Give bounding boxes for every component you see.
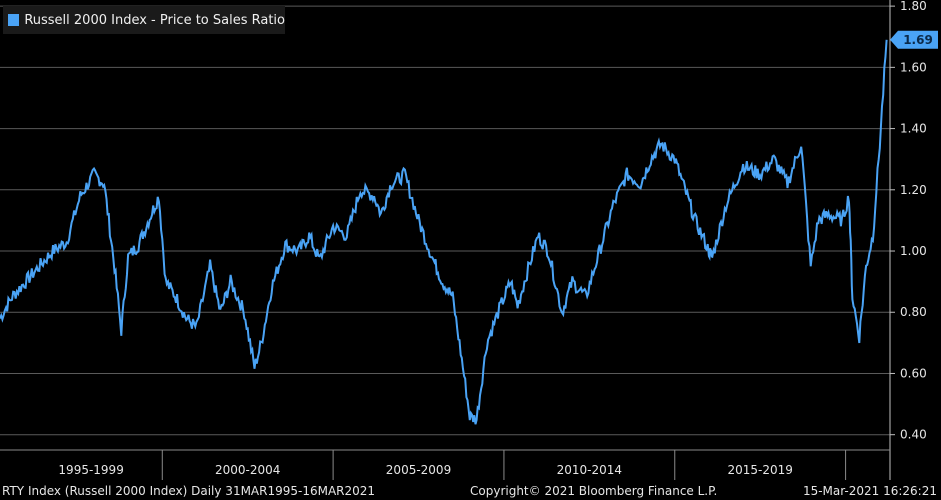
y-tick-label-7: 1.80	[900, 0, 927, 13]
x-period-label-1: 2000-2004	[215, 463, 280, 477]
y-tick-label-6: 1.60	[900, 60, 927, 74]
legend-swatch	[8, 14, 20, 26]
x-axis: 1995-1999 2000-2004 2005-2009 2010-2014 2015…	[0, 449, 890, 477]
y-tick-label-1: 0.60	[900, 366, 927, 380]
y-tick-label-4: 1.20	[900, 183, 927, 197]
series-line	[0, 39, 888, 425]
x-period-separators	[161, 450, 847, 480]
y-tick-label-5: 1.40	[900, 122, 927, 136]
x-period-label-0: 1995-1999	[58, 463, 123, 477]
footer-ticker-info: RTY Index (Russell 2000 Index) Daily 31M…	[2, 484, 376, 498]
y-tick-label-2: 0.80	[900, 305, 927, 319]
x-period-label-3: 2010-2014	[557, 463, 622, 477]
last-value-tag	[890, 30, 938, 49]
y-axis: 0.40 0.60 0.80 1.00 1.20 1.40 1.60 1.80	[889, 0, 927, 480]
grid-lines	[0, 5, 890, 436]
y-tick-label-0: 0.40	[900, 428, 927, 442]
x-period-label-4: 2015-2019	[727, 463, 792, 477]
footer-copyright: Copyright© 2021 Bloomberg Finance L.P.	[470, 484, 718, 498]
last-value-marker: 1.69	[890, 30, 938, 49]
footer-timestamp: 15-Mar-2021 16:26:21	[802, 484, 937, 498]
last-value-label: 1.69	[903, 33, 933, 47]
legend-label: Russell 2000 Index - Price to Sales Rati…	[24, 12, 285, 28]
x-period-label-2: 2005-2009	[386, 463, 451, 477]
legend: Russell 2000 Index - Price to Sales Rati…	[3, 6, 285, 34]
y-tick-label-3: 1.00	[900, 244, 927, 258]
